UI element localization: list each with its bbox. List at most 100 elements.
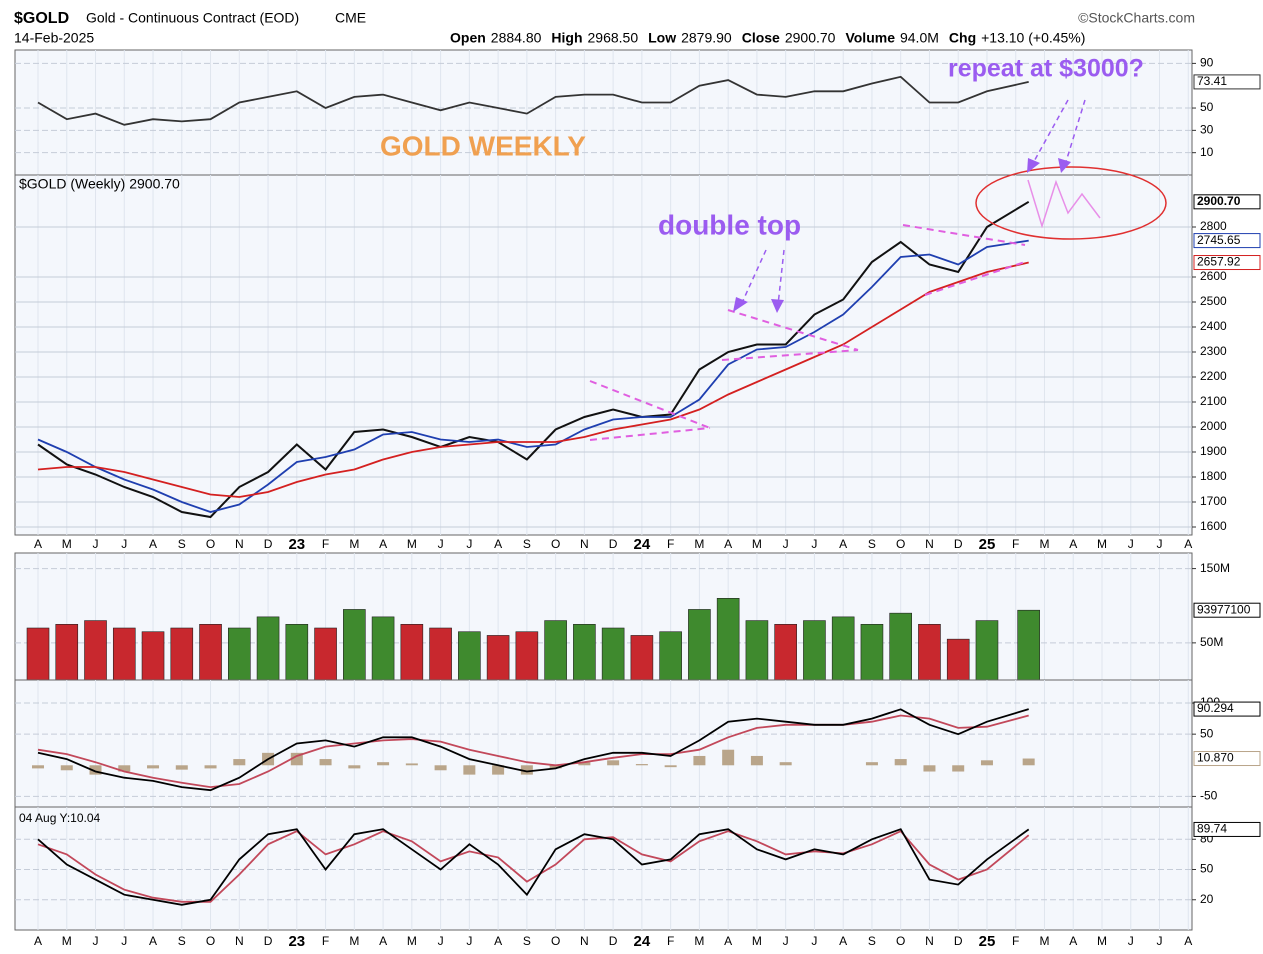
x-tick-label: 25 (979, 933, 996, 950)
x-tick-label: S (868, 537, 876, 551)
bar (492, 765, 505, 775)
y-tick-label: 150M (1200, 561, 1230, 575)
bar (377, 762, 390, 766)
value-label: 73.41 (1197, 74, 1227, 88)
panel-frame (14, 806, 1193, 931)
x-tick-label: A (379, 537, 387, 551)
header: $GOLD Gold - Continuous Contract (EOD) C… (14, 10, 1195, 46)
x-tick-label: 25 (979, 536, 996, 553)
value-label: 89.74 (1197, 822, 1227, 836)
value-label: 93977100 (1197, 602, 1251, 616)
bar (147, 765, 160, 769)
bar (118, 765, 131, 772)
bar (659, 631, 682, 681)
source: ©StockCharts.com (1078, 10, 1195, 26)
bar (84, 620, 107, 681)
bar (434, 765, 447, 771)
stat-value: 2884.80 (491, 30, 542, 46)
bar (889, 612, 912, 681)
series-line (37, 75, 1029, 126)
y-tick-label: 1900 (1200, 444, 1227, 458)
bar (141, 631, 165, 681)
x-tick-label: S (178, 934, 186, 948)
bar (774, 623, 797, 681)
bar (894, 759, 907, 766)
x-tick-label: 23 (288, 536, 305, 553)
y-tick-label: 2300 (1200, 344, 1227, 358)
y-tick-label: 10 (1200, 145, 1214, 159)
x-tick-label: J (1157, 537, 1163, 551)
x-tick-label: O (206, 537, 215, 551)
x-tick-label: F (1012, 934, 1019, 948)
x-tick-label: M (752, 934, 762, 948)
x-tick-label: J (811, 934, 817, 948)
stat-label: Volume (845, 30, 895, 46)
y-tick-label: 1600 (1200, 519, 1227, 533)
x-tick-label: M (1039, 537, 1049, 551)
bar (204, 765, 217, 769)
series-line (37, 239, 1029, 513)
value-label-box (1193, 194, 1261, 210)
x-tick-label: O (206, 934, 215, 948)
y-tick-label: 50 (1200, 862, 1214, 876)
value-label-box (1193, 233, 1261, 249)
bar (779, 762, 792, 766)
y-tick-label: 1800 (1200, 469, 1227, 483)
x-tick-label: S (523, 537, 531, 551)
arrows (733, 99, 1086, 313)
y-tick-label: 2100 (1200, 394, 1227, 408)
x-tick-label: J (1128, 934, 1134, 948)
bar (515, 631, 539, 681)
stat-value: +13.10 (+0.45%) (981, 30, 1085, 46)
x-tick-label: D (954, 537, 963, 551)
bar (578, 762, 591, 766)
x-tick-label: S (868, 934, 876, 948)
target-ellipse (975, 166, 1167, 240)
value-label: 2900.70 (1197, 194, 1241, 208)
bar (520, 765, 533, 775)
bar (170, 627, 194, 681)
x-tick-label: D (264, 537, 273, 551)
x-tick-label: F (322, 537, 329, 551)
bar (722, 749, 735, 766)
stat-label: Open (450, 30, 486, 46)
x-tick-label: N (580, 934, 589, 948)
series-line (37, 200, 1030, 519)
x-tick-label: A (149, 934, 157, 948)
x-tick-label: A (34, 537, 42, 551)
bar (486, 635, 510, 681)
x-tick-label: J (466, 537, 472, 551)
crosshair-readout: 04 Aug Y:10.04 (19, 811, 101, 825)
stat-value: 2900.70 (785, 30, 836, 46)
bar (314, 627, 337, 681)
x-tick-label: M (1097, 934, 1107, 948)
x-tick-label: F (1012, 537, 1019, 551)
x-tick-label: M (752, 537, 762, 551)
bar (635, 764, 648, 766)
symbol: $GOLD (14, 10, 69, 27)
series-line (37, 708, 1029, 792)
y-tick-label: 50 (1200, 726, 1214, 740)
x-tick-label: A (724, 934, 732, 948)
annotation: GOLD WEEKLY (380, 130, 586, 161)
bar (233, 759, 246, 766)
stat-value: 94.0M (900, 30, 939, 46)
instrument-name: Gold - Continuous Contract (EOD) (86, 10, 299, 26)
bar (371, 616, 395, 681)
value-label-box (1193, 602, 1261, 618)
x-tick-label: M (349, 537, 359, 551)
value-label: 2657.92 (1197, 255, 1241, 269)
bar (60, 765, 73, 771)
x-tick-label: J (1157, 934, 1163, 948)
x-tick-label: O (896, 537, 905, 551)
bar (285, 623, 309, 681)
x-tick-label: N (925, 934, 934, 948)
bar (693, 755, 706, 766)
value-label-box (1193, 821, 1261, 837)
x-tick-label: J (121, 537, 127, 551)
x-tick-label: O (896, 934, 905, 948)
x-tick-label: F (322, 934, 329, 948)
x-tick-label: A (839, 537, 847, 551)
stat-label: Low (648, 30, 676, 46)
